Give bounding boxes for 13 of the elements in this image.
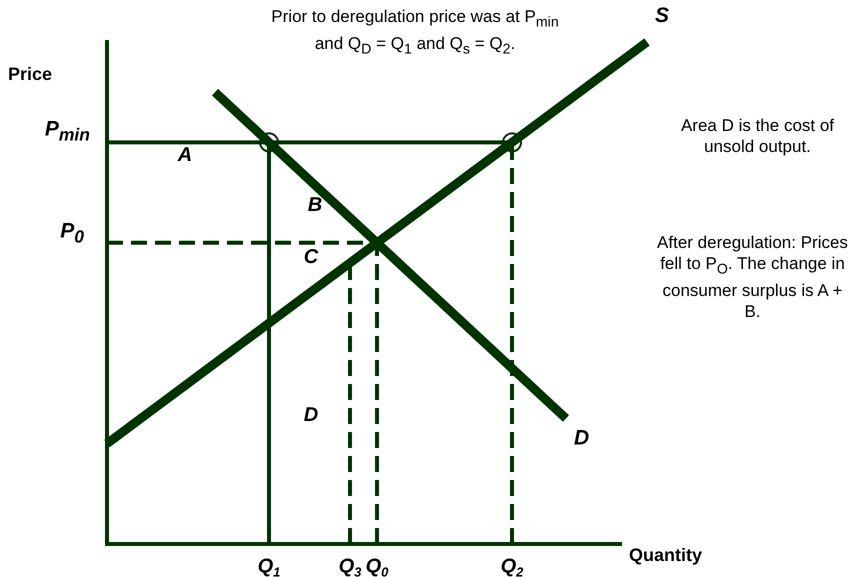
- text: Prior to deregulation price was at P$_{min}$ and Q$_{D}$ = Q$_{1}$ and Q$_{s}$ = Q$_{2}$.: [271, 7, 559, 58]
- text: Area D is the cost of unsold output.: [680, 115, 836, 157]
- annotation: C: [304, 246, 318, 268]
- x-axis-title: Quantity: [629, 544, 702, 565]
- annotation: D: [304, 404, 318, 426]
- annotation: After deregulation: Prices fell to P$_{O}$. The change in consumer surplus is A + B.: [656, 232, 849, 322]
- series-label: S: [655, 4, 670, 27]
- series-label: D: [574, 426, 590, 450]
- text: P$_{min}$: [44, 117, 90, 147]
- annotation: B: [308, 194, 322, 216]
- annotation: A: [178, 144, 192, 166]
- text: P$_{0}$: [60, 219, 84, 249]
- y-axis-title: Price: [8, 64, 52, 84]
